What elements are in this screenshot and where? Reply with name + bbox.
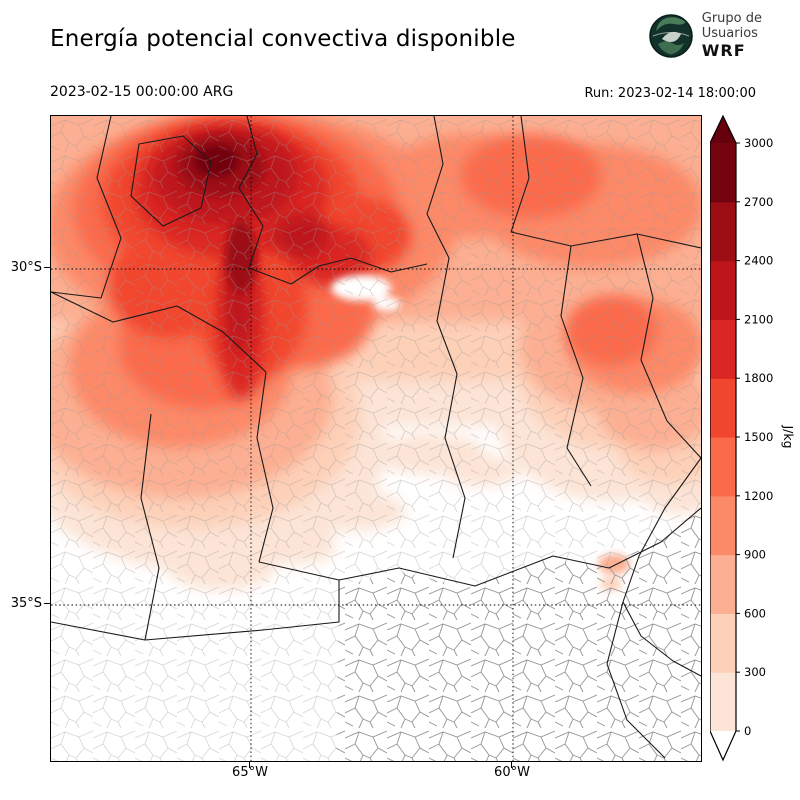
colorbar-unit-label: J/kg (781, 424, 796, 448)
logo-line-2: Usuarios (701, 25, 758, 41)
colorbar-tick-label: 1500 (744, 430, 773, 444)
colorbar-segment (710, 201, 736, 262)
map-frame (50, 115, 702, 762)
y-tickmark-35s (44, 603, 50, 605)
province-borders (51, 116, 701, 759)
x-tick-60w: 60°W (494, 765, 530, 780)
y-tickmark-30s (44, 267, 50, 269)
y-tick-30s: 30°S (10, 260, 42, 275)
colorbar-tick-label: 2400 (744, 254, 773, 268)
colorbar-tick-label: 300 (744, 665, 766, 679)
graticule-gridlines (51, 116, 701, 761)
colorbar-svg: 0 300 600 900 1200 1500 1800 2100 2400 2700 3000 J/… (710, 114, 796, 762)
x-tickmark-60w (511, 762, 513, 768)
colorbar-tick-label: 600 (744, 606, 766, 620)
colorbar-tick-label: 1200 (744, 489, 773, 503)
y-tick-35s: 35°S (10, 596, 42, 611)
colorbar-tick-label: 1800 (744, 371, 773, 385)
logo-line-3: WRF (701, 40, 746, 60)
wrf-logo: Grupo de Usuarios WRF (648, 11, 762, 60)
colorbar-segment (710, 319, 736, 379)
colorbar-tick-label: 2700 (744, 195, 773, 209)
colorbar-tick-label: 3000 (744, 136, 773, 150)
colorbar-segment (710, 437, 736, 497)
x-tick-65w: 65°W (232, 765, 268, 780)
colorbar-segment (710, 495, 736, 556)
colorbar-tick-label: 0 (744, 724, 751, 738)
model-run-label: Run: 2023-02-14 18:00:00 (584, 86, 756, 101)
x-tickmark-65w (249, 762, 251, 768)
valid-time-label: 2023-02-15 00:00:00 ARG (50, 84, 234, 100)
colorbar-tick-label: 2100 (744, 312, 773, 326)
colorbar-segment (710, 143, 736, 203)
logo-line-1: Grupo de (701, 11, 762, 26)
globe-icon (648, 14, 693, 58)
colorbar-under-arrow (710, 731, 736, 760)
colorbar-segment (710, 260, 736, 320)
buenos-aires-department-mesh (336, 511, 701, 761)
colorbar-segment (710, 554, 736, 614)
colorbar: 0 300 600 900 1200 1500 1800 2100 2400 2700 3000 J/… (710, 114, 798, 762)
colorbar-over-arrow (710, 116, 736, 143)
colorbar-segment (710, 613, 736, 673)
colorbar-segment (710, 672, 736, 732)
cape-map (51, 116, 701, 761)
page-title: Energía potencial convectiva disponible (50, 26, 516, 52)
wrf-logo-text: Grupo de Usuarios WRF (701, 11, 762, 60)
colorbar-segment (710, 378, 736, 438)
colorbar-tick-label: 900 (744, 548, 766, 562)
